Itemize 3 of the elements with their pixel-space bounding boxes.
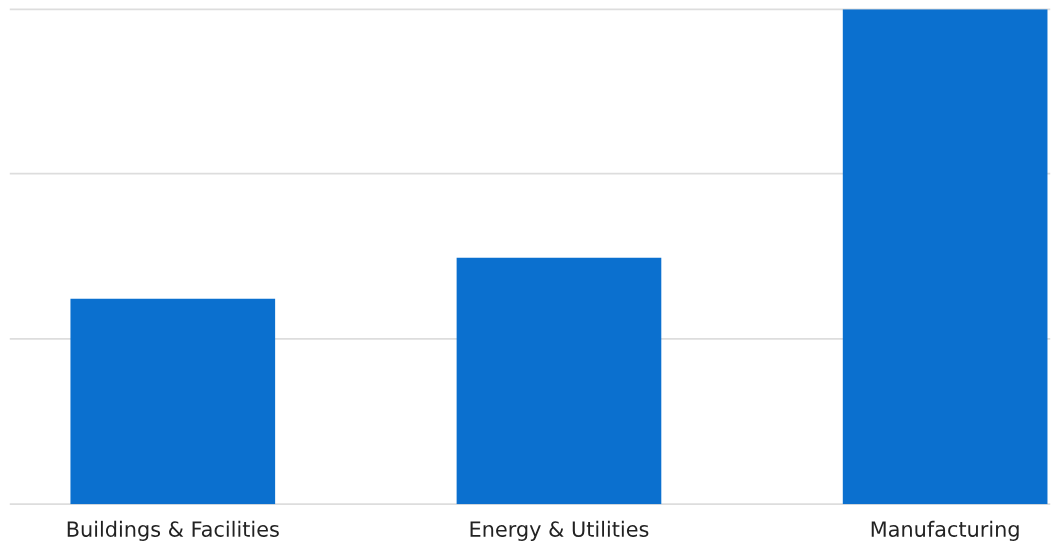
x-tick-label: Buildings & Facilities bbox=[67, 520, 279, 541]
x-tick-label: Energy & Utilities bbox=[470, 520, 649, 541]
x-tick-label: Manufacturing bbox=[871, 520, 1019, 541]
